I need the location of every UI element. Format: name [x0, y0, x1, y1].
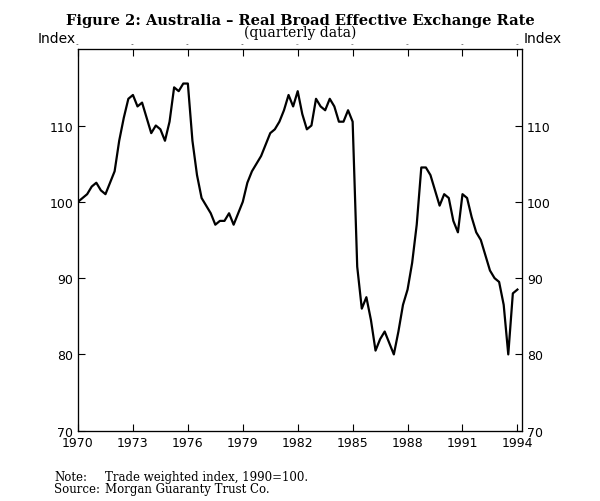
Text: Morgan Guaranty Trust Co.: Morgan Guaranty Trust Co.: [105, 482, 269, 495]
Text: Figure 2: Australia – Real Broad Effective Exchange Rate: Figure 2: Australia – Real Broad Effecti…: [65, 14, 535, 28]
Text: (quarterly data): (quarterly data): [244, 26, 356, 41]
Text: Index: Index: [524, 33, 562, 46]
Text: Trade weighted index, 1990=100.: Trade weighted index, 1990=100.: [105, 470, 308, 483]
Text: Index: Index: [38, 33, 76, 46]
Text: Source:: Source:: [54, 482, 100, 495]
Text: Note:: Note:: [54, 470, 87, 483]
